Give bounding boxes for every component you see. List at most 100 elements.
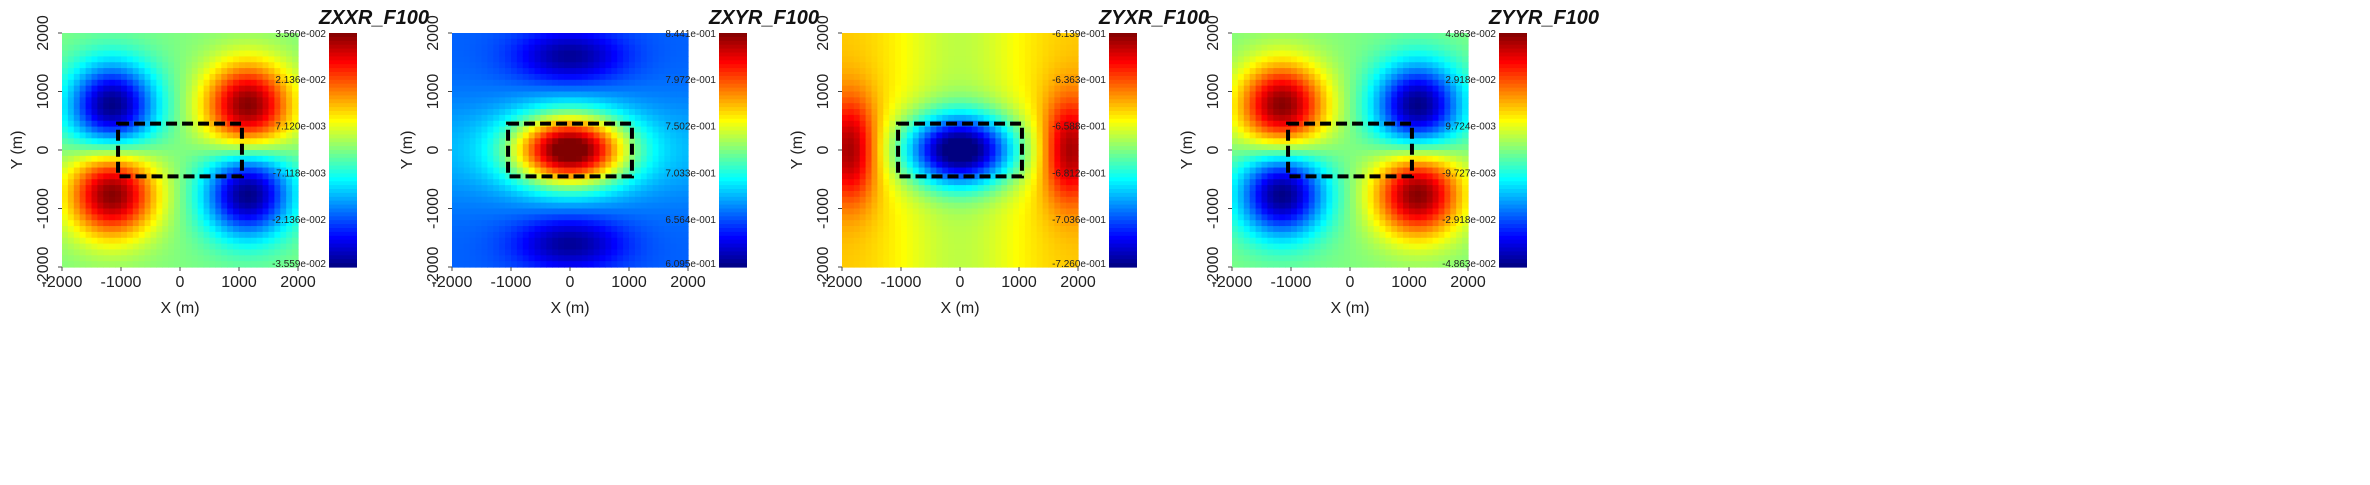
heatmap-cell bbox=[523, 39, 530, 45]
heatmap-cell bbox=[286, 162, 293, 168]
heatmap-cell bbox=[127, 244, 133, 250]
heatmap-cell bbox=[925, 244, 932, 250]
heatmap-cell bbox=[978, 168, 985, 174]
heatmap-cell bbox=[274, 197, 281, 203]
heatmap-cell bbox=[872, 244, 879, 250]
heatmap-cell bbox=[647, 68, 654, 74]
heatmap-cell bbox=[204, 232, 211, 238]
heatmap-cell bbox=[954, 203, 961, 209]
heatmap-cell bbox=[1054, 226, 1061, 232]
heatmap-cell bbox=[274, 132, 281, 138]
heatmap-cell bbox=[145, 220, 152, 226]
heatmap-cell bbox=[1072, 232, 1079, 238]
heatmap-cell bbox=[564, 156, 571, 162]
heatmap-cell bbox=[936, 45, 943, 51]
heatmap-cell bbox=[263, 261, 270, 267]
heatmap-cell bbox=[245, 191, 252, 197]
heatmap-cell bbox=[635, 191, 642, 197]
heatmap-cell bbox=[848, 127, 855, 133]
heatmap-cell bbox=[145, 168, 152, 174]
heatmap-cell bbox=[505, 62, 512, 68]
heatmap-cell bbox=[600, 162, 607, 168]
heatmap-cell bbox=[966, 255, 973, 261]
heatmap-cell bbox=[476, 138, 483, 144]
heatmap-cell bbox=[541, 74, 548, 80]
heatmap-cell bbox=[848, 168, 855, 174]
heatmap-cell bbox=[995, 220, 1002, 226]
heatmap-cell bbox=[74, 168, 81, 174]
colorbar-segment bbox=[719, 177, 747, 182]
heatmap-cell bbox=[62, 179, 69, 185]
heatmap-cell bbox=[877, 68, 884, 74]
heatmap-cell bbox=[978, 51, 985, 57]
heatmap-cell bbox=[97, 191, 104, 197]
heatmap-cell bbox=[476, 185, 483, 191]
heatmap-cell bbox=[682, 179, 689, 185]
heatmap-cell bbox=[889, 197, 896, 203]
heatmap-cell bbox=[570, 209, 577, 215]
heatmap-cell bbox=[458, 185, 465, 191]
heatmap-cell bbox=[600, 62, 607, 68]
heatmap-cell bbox=[1007, 132, 1014, 138]
heatmap-cell bbox=[280, 185, 287, 191]
heatmap-cell bbox=[600, 115, 607, 121]
heatmap-cell bbox=[594, 39, 601, 45]
heatmap-cell bbox=[174, 92, 181, 98]
heatmap-cell bbox=[92, 92, 99, 98]
heatmap-cell bbox=[576, 179, 583, 185]
heatmap-cell bbox=[877, 226, 884, 232]
heatmap-cell bbox=[109, 132, 116, 138]
colorbar-segment bbox=[329, 103, 357, 108]
colorbar-segment bbox=[719, 201, 747, 206]
heatmap-cell bbox=[269, 121, 276, 127]
heatmap-cell bbox=[80, 168, 87, 174]
heatmap-cell bbox=[594, 103, 601, 109]
heatmap-cell bbox=[505, 232, 512, 238]
heatmap-cell bbox=[842, 74, 849, 80]
heatmap-cell bbox=[1043, 226, 1050, 232]
heatmap-cell bbox=[541, 138, 548, 144]
heatmap-cell bbox=[505, 68, 512, 74]
heatmap-cell bbox=[493, 191, 500, 197]
heatmap-cell bbox=[145, 45, 152, 51]
heatmap-cell bbox=[233, 132, 240, 138]
colorbar-segment bbox=[329, 259, 357, 264]
heatmap-cell bbox=[493, 214, 500, 220]
heatmap-cell bbox=[664, 249, 671, 255]
heatmap-cell bbox=[676, 109, 683, 115]
heatmap-cell bbox=[582, 150, 589, 156]
heatmap-cell bbox=[174, 249, 181, 255]
heatmap-cell bbox=[1037, 127, 1044, 133]
heatmap-cell bbox=[286, 51, 293, 57]
heatmap-cell bbox=[74, 56, 81, 62]
heatmap-cell bbox=[611, 39, 618, 45]
colorbar-segment bbox=[719, 95, 747, 100]
heatmap-cell bbox=[617, 214, 624, 220]
heatmap-cell bbox=[682, 68, 689, 74]
heatmap-cell bbox=[499, 244, 506, 250]
heatmap-cell bbox=[487, 33, 494, 39]
heatmap-cell bbox=[470, 97, 477, 103]
heatmap-cell bbox=[600, 226, 607, 232]
heatmap-cell bbox=[162, 132, 169, 138]
heatmap-cell bbox=[86, 33, 93, 39]
heatmap-cell bbox=[80, 214, 87, 220]
heatmap-cell bbox=[115, 45, 122, 51]
heatmap-cell bbox=[1037, 162, 1044, 168]
heatmap-cell bbox=[1007, 168, 1014, 174]
heatmap-cell bbox=[121, 39, 128, 45]
heatmap-cell bbox=[860, 138, 867, 144]
heatmap-cell bbox=[74, 62, 81, 68]
heatmap-cell bbox=[995, 144, 1002, 150]
heatmap-cell bbox=[919, 168, 926, 174]
heatmap-cell bbox=[464, 138, 471, 144]
heatmap-cell bbox=[62, 127, 69, 133]
heatmap-cell bbox=[984, 132, 991, 138]
heatmap-cell bbox=[156, 232, 163, 238]
heatmap-cell bbox=[180, 109, 187, 115]
heatmap-cell bbox=[1007, 62, 1014, 68]
heatmap-cell bbox=[251, 249, 257, 255]
heatmap-cell bbox=[990, 86, 997, 92]
heatmap-cell bbox=[653, 68, 660, 74]
heatmap-cell bbox=[162, 209, 169, 215]
